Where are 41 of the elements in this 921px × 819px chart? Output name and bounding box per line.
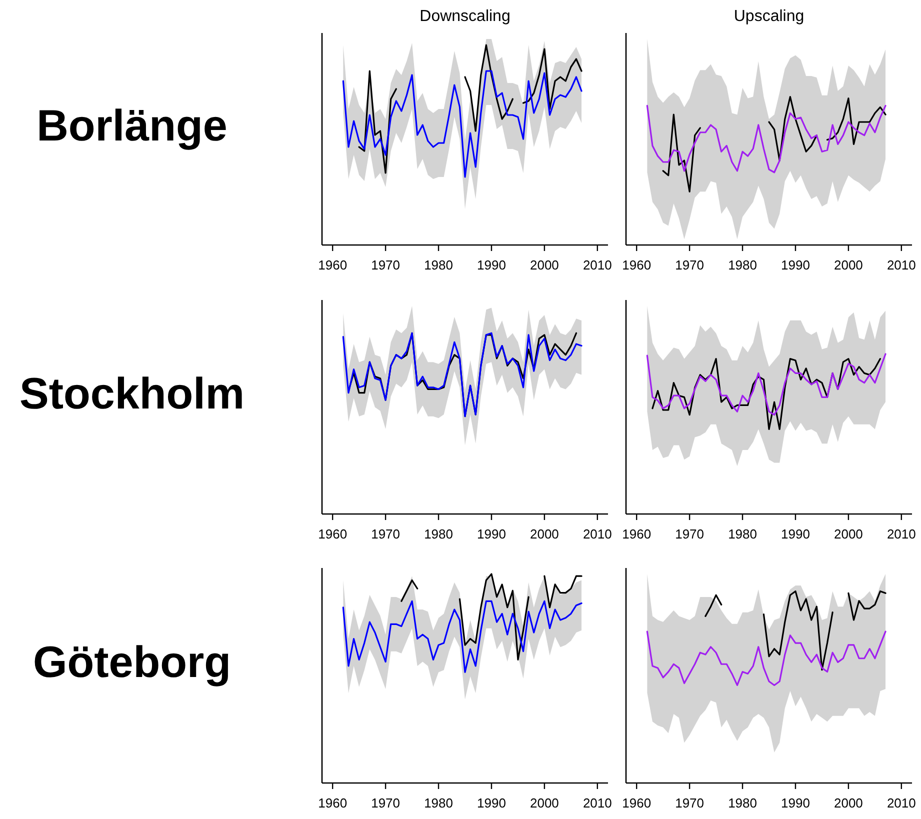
x-tick-label: 1990 bbox=[781, 796, 810, 811]
x-tick-label: 2010 bbox=[886, 796, 916, 811]
x-tick-label: 1970 bbox=[675, 526, 704, 542]
x-tick-label: 1960 bbox=[318, 258, 348, 273]
x-tick-label: 1980 bbox=[728, 526, 757, 542]
x-tick-label: 2010 bbox=[886, 526, 916, 542]
x-tick-label: 2000 bbox=[530, 526, 559, 542]
x-tick-label: 2010 bbox=[886, 258, 916, 273]
x-tick-label: 2010 bbox=[582, 526, 612, 542]
x-tick-label: 1990 bbox=[477, 526, 506, 542]
x-tick-label: 1970 bbox=[675, 258, 704, 273]
x-tick-label: 1990 bbox=[477, 258, 506, 273]
chart-title: Downscaling bbox=[420, 8, 510, 25]
x-tick-label: 1970 bbox=[371, 258, 400, 273]
x-tick-label: 1980 bbox=[424, 526, 453, 542]
x-tick-label: 1960 bbox=[318, 796, 348, 811]
x-tick-label: 1970 bbox=[371, 526, 400, 542]
x-tick-label: 1990 bbox=[477, 796, 506, 811]
x-tick-label: 2010 bbox=[582, 796, 612, 811]
x-tick-label: 1960 bbox=[318, 526, 348, 542]
x-tick-label: 1960 bbox=[622, 258, 652, 273]
x-tick-label: 2010 bbox=[582, 258, 612, 273]
x-tick-label: 1980 bbox=[728, 258, 757, 273]
x-tick-label: 2000 bbox=[834, 258, 863, 273]
x-tick-label: 1980 bbox=[424, 258, 453, 273]
x-tick-label: 2000 bbox=[834, 796, 863, 811]
x-tick-label: 1990 bbox=[781, 526, 810, 542]
chart-title: Upscaling bbox=[734, 8, 804, 25]
y-axis-title: Göteborg bbox=[33, 638, 231, 688]
x-tick-label: 2000 bbox=[530, 796, 559, 811]
x-tick-label: 1990 bbox=[781, 258, 810, 273]
x-tick-label: 1960 bbox=[622, 526, 652, 542]
x-tick-label: 2000 bbox=[530, 258, 559, 273]
x-tick-label: 1970 bbox=[371, 796, 400, 811]
y-axis-title: Borlänge bbox=[36, 102, 228, 151]
y-axis-title: Stockholm bbox=[20, 370, 244, 419]
x-tick-label: 1970 bbox=[675, 796, 704, 811]
x-tick-label: 1980 bbox=[424, 796, 453, 811]
x-tick-label: 1960 bbox=[622, 796, 652, 811]
x-tick-label: 1980 bbox=[728, 796, 757, 811]
x-tick-label: 2000 bbox=[834, 526, 863, 542]
